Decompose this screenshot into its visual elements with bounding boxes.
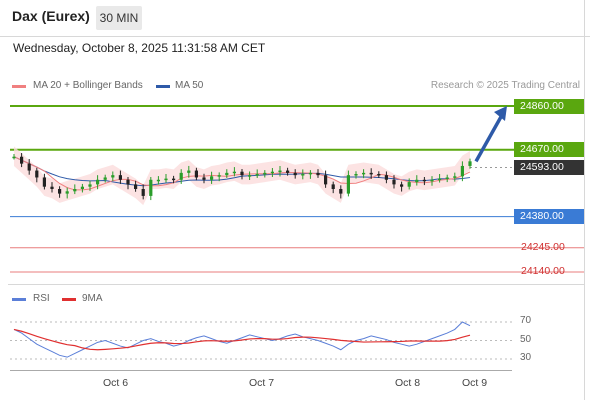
candle-body bbox=[263, 172, 267, 175]
research-credit: Research © 2025 Trading Central bbox=[430, 80, 580, 91]
candle-body bbox=[50, 186, 54, 189]
x-label-oct7: Oct 7 bbox=[249, 377, 275, 389]
rsi-swatch bbox=[12, 298, 26, 301]
candle-body bbox=[324, 175, 328, 185]
candle-body bbox=[316, 172, 320, 176]
candle-body bbox=[415, 179, 419, 183]
resistance-label-24860.00: 24860.00 bbox=[514, 98, 584, 114]
candle-body bbox=[438, 178, 442, 181]
candle-body bbox=[42, 177, 46, 187]
candle-body bbox=[308, 172, 312, 175]
right-border bbox=[584, 0, 585, 400]
candle-body bbox=[210, 176, 214, 180]
candle-body bbox=[255, 174, 259, 176]
ma20-swatch bbox=[12, 85, 26, 88]
x-label-oct6: Oct 6 bbox=[103, 377, 129, 389]
ma20-legend: MA 20 + Bollinger Bands bbox=[33, 80, 143, 91]
candle-body bbox=[354, 174, 358, 176]
candle-body bbox=[346, 175, 350, 194]
candle-body bbox=[164, 178, 168, 181]
x-label-oct8: Oct 8 bbox=[395, 377, 421, 389]
candle-body bbox=[20, 156, 24, 164]
candle-body bbox=[172, 178, 176, 181]
rsi-legend: RSI bbox=[33, 293, 50, 304]
candle-body bbox=[187, 170, 191, 173]
candle-body bbox=[377, 174, 381, 176]
candle-body bbox=[430, 179, 434, 182]
candle-body bbox=[293, 172, 297, 176]
candle-body bbox=[194, 170, 198, 178]
chart-header: Dax (Eurex) 30 MIN bbox=[0, 0, 590, 36]
ma9-swatch bbox=[62, 298, 76, 301]
candle-body bbox=[392, 179, 396, 185]
x-axis bbox=[10, 370, 512, 371]
candle-body bbox=[270, 171, 274, 174]
ma9-legend: 9MA bbox=[82, 293, 103, 304]
resistance-label-24670.00: 24670.00 bbox=[514, 142, 584, 158]
candle-body bbox=[58, 189, 62, 194]
rsi-tick-70: 70 bbox=[520, 315, 532, 326]
candle-body bbox=[331, 184, 335, 189]
candle-body bbox=[384, 175, 388, 180]
candle-body bbox=[468, 161, 472, 166]
candle-body bbox=[141, 189, 145, 196]
candle-body bbox=[217, 175, 221, 177]
current-label-24593.00: 24593.00 bbox=[514, 160, 584, 176]
candle-body bbox=[400, 184, 404, 187]
candle-body bbox=[80, 186, 84, 189]
projection-arrow-head bbox=[494, 106, 507, 121]
candle-body bbox=[35, 170, 39, 178]
candle-body bbox=[202, 177, 206, 180]
candle-body bbox=[27, 163, 31, 171]
support-label-24380.00: 24380.00 bbox=[514, 209, 584, 225]
rsi-tick-50: 50 bbox=[520, 334, 532, 345]
candle-body bbox=[286, 170, 290, 173]
rsi-line bbox=[13, 321, 471, 358]
timestamp: Wednesday, October 8, 2025 11:31:58 AM C… bbox=[13, 41, 266, 55]
candle-body bbox=[88, 184, 92, 187]
candle-body bbox=[278, 170, 282, 173]
candle-body bbox=[225, 172, 229, 176]
target-label-24245.00: 24245.00 bbox=[521, 240, 565, 253]
ma50-swatch bbox=[156, 85, 170, 88]
target-label-24140.00: 24140.00 bbox=[521, 265, 565, 277]
rsi-ma9-line bbox=[13, 328, 471, 351]
candle-body bbox=[65, 191, 69, 194]
candle-body bbox=[445, 177, 449, 179]
x-label-oct9: Oct 9 bbox=[462, 377, 488, 389]
ma50-legend: MA 50 bbox=[175, 80, 204, 91]
candle-body bbox=[362, 172, 366, 175]
candle-body bbox=[12, 156, 16, 159]
candle-body bbox=[240, 171, 244, 176]
header-divider bbox=[0, 36, 590, 37]
candle-body bbox=[422, 179, 426, 182]
candle-body bbox=[118, 175, 122, 180]
candle-body bbox=[339, 189, 343, 194]
projection-arrow-shaft bbox=[474, 114, 504, 163]
candle-body bbox=[156, 179, 160, 182]
candle-body bbox=[369, 172, 373, 175]
candle-body bbox=[111, 175, 115, 178]
candle-body bbox=[301, 174, 305, 176]
candle-body bbox=[232, 171, 236, 174]
candle-body bbox=[248, 175, 252, 177]
timeframe-button[interactable]: 30 MIN bbox=[96, 6, 142, 30]
candle-body bbox=[126, 179, 130, 185]
candle-body bbox=[460, 165, 464, 177]
candle-body bbox=[179, 172, 183, 180]
pane-divider bbox=[8, 284, 584, 285]
candle-body bbox=[96, 179, 100, 185]
candle-body bbox=[134, 184, 138, 189]
candle-body bbox=[407, 182, 411, 187]
candle-body bbox=[103, 177, 107, 180]
candle-body bbox=[149, 179, 153, 196]
instrument-title: Dax (Eurex) bbox=[12, 8, 90, 24]
candle-body bbox=[73, 189, 77, 192]
rsi-tick-30: 30 bbox=[520, 352, 532, 363]
candle-body bbox=[453, 176, 457, 178]
